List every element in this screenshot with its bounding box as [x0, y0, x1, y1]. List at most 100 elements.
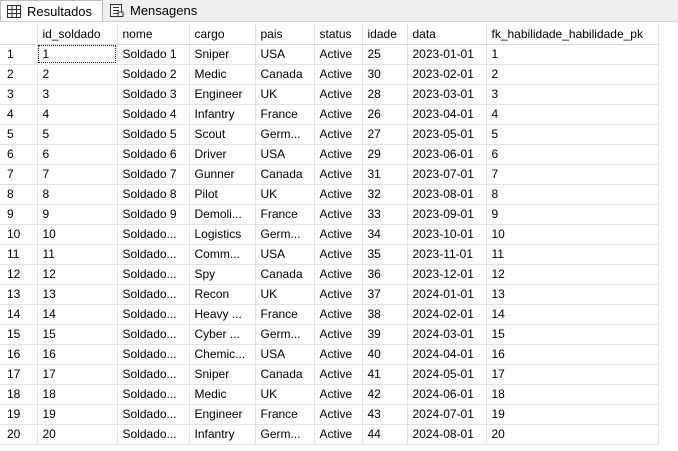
table-cell[interactable]: Canada — [255, 264, 315, 285]
table-cell[interactable]: 43 — [362, 404, 408, 425]
table-cell[interactable]: 40 — [362, 344, 408, 365]
table-cell[interactable]: 2 — [486, 64, 659, 85]
table-row[interactable]: 7 7 Soldado 7 Gunner Canada Active 31 2023-07-0… — [0, 164, 659, 185]
table-cell[interactable]: 3 — [486, 84, 659, 105]
table-cell[interactable]: 16 — [37, 344, 118, 365]
table-cell[interactable]: 10 — [486, 224, 659, 245]
table-cell[interactable]: Active — [314, 344, 363, 365]
table-cell[interactable]: 2024-04-01 — [407, 344, 487, 365]
table-cell[interactable]: 31 — [362, 164, 408, 185]
table-cell[interactable]: Heavy ... — [189, 304, 256, 325]
table-cell[interactable]: Soldado... — [117, 244, 190, 265]
table-row[interactable]: 10 10 Soldado... Logistics Germ... Active 34 20… — [0, 224, 659, 245]
table-row[interactable]: 14 14 Soldado... Heavy ... France Active 38 202… — [0, 304, 659, 325]
row-number[interactable]: 5 — [0, 124, 38, 145]
table-cell[interactable]: Soldado... — [117, 324, 190, 345]
table-cell[interactable]: Pilot — [189, 184, 256, 205]
table-row[interactable]: 15 15 Soldado... Cyber ... Germ... Active 39 20… — [0, 324, 659, 345]
row-number[interactable]: 9 — [0, 204, 38, 225]
table-cell[interactable]: 6 — [37, 144, 118, 165]
table-cell[interactable]: Infantry — [189, 424, 256, 445]
table-cell[interactable]: USA — [255, 344, 315, 365]
table-cell[interactable]: Soldado 9 — [117, 204, 190, 225]
table-cell[interactable]: Soldado... — [117, 364, 190, 385]
table-row[interactable]: 8 8 Soldado 8 Pilot UK Active 32 2023-08-01 8 — [0, 184, 659, 205]
table-cell[interactable]: Soldado 1 — [117, 44, 190, 65]
table-cell[interactable]: 25 — [362, 44, 408, 65]
table-cell[interactable]: Medic — [189, 384, 256, 405]
table-cell[interactable]: 33 — [362, 204, 408, 225]
table-cell[interactable]: 2023-06-01 — [407, 144, 487, 165]
table-cell[interactable]: 19 — [37, 404, 118, 425]
column-header-6[interactable]: data — [407, 24, 487, 45]
column-header-4[interactable]: status — [314, 24, 363, 45]
table-cell[interactable]: Active — [314, 384, 363, 405]
table-cell[interactable]: 5 — [486, 124, 659, 145]
table-row[interactable]: 9 9 Soldado 9 Demoli... France Active 33 2023-0… — [0, 204, 659, 225]
column-header-1[interactable]: nome — [117, 24, 190, 45]
table-cell[interactable]: 41 — [362, 364, 408, 385]
table-cell[interactable]: 26 — [362, 104, 408, 125]
table-cell[interactable]: Soldado 7 — [117, 164, 190, 185]
table-row[interactable]: 12 12 Soldado... Spy Canada Active 36 2023-12-0… — [0, 264, 659, 285]
table-cell[interactable]: 4 — [486, 104, 659, 125]
row-number[interactable]: 19 — [0, 404, 38, 425]
table-cell[interactable]: France — [255, 304, 315, 325]
table-cell[interactable]: Chemic... — [189, 344, 256, 365]
table-cell[interactable]: Infantry — [189, 104, 256, 125]
table-cell[interactable]: Comm... — [189, 244, 256, 265]
table-cell[interactable]: Soldado... — [117, 384, 190, 405]
table-cell[interactable]: 2024-03-01 — [407, 324, 487, 345]
table-cell[interactable]: 12 — [37, 264, 118, 285]
table-cell[interactable]: 2023-10-01 — [407, 224, 487, 245]
table-cell[interactable]: Germ... — [255, 424, 315, 445]
table-row[interactable]: 17 17 Soldado... Sniper Canada Active 41 2024-0… — [0, 364, 659, 385]
table-cell[interactable]: Active — [314, 64, 363, 85]
table-cell[interactable]: Germ... — [255, 324, 315, 345]
table-cell[interactable]: 11 — [37, 244, 118, 265]
column-header-5[interactable]: idade — [362, 24, 408, 45]
table-cell[interactable]: 2023-04-01 — [407, 104, 487, 125]
column-header-0[interactable]: id_soldado — [37, 24, 118, 45]
table-cell[interactable]: 15 — [37, 324, 118, 345]
table-cell[interactable]: Soldado 6 — [117, 144, 190, 165]
column-header-2[interactable]: cargo — [189, 24, 256, 45]
row-number[interactable]: 2 — [0, 64, 38, 85]
row-number[interactable]: 6 — [0, 144, 38, 165]
row-number[interactable]: 4 — [0, 104, 38, 125]
table-cell[interactable]: 15 — [486, 324, 659, 345]
table-cell[interactable]: 32 — [362, 184, 408, 205]
table-cell[interactable]: UK — [255, 284, 315, 305]
corner-header[interactable] — [0, 24, 38, 45]
table-cell[interactable]: Germ... — [255, 124, 315, 145]
table-cell[interactable]: Active — [314, 244, 363, 265]
table-cell[interactable]: 35 — [362, 244, 408, 265]
table-cell[interactable]: Demoli... — [189, 204, 256, 225]
table-cell[interactable]: 2023-03-01 — [407, 84, 487, 105]
row-number[interactable]: 10 — [0, 224, 38, 245]
row-number[interactable]: 20 — [0, 424, 38, 445]
table-cell[interactable]: 1 — [37, 44, 118, 65]
table-cell[interactable]: 2023-05-01 — [407, 124, 487, 145]
table-cell[interactable]: Active — [314, 84, 363, 105]
table-cell[interactable]: 20 — [486, 424, 659, 445]
table-cell[interactable]: Active — [314, 264, 363, 285]
row-number[interactable]: 13 — [0, 284, 38, 305]
table-cell[interactable]: Soldado 5 — [117, 124, 190, 145]
table-cell[interactable]: France — [255, 204, 315, 225]
table-cell[interactable]: 2023-07-01 — [407, 164, 487, 185]
table-cell[interactable]: Soldado... — [117, 224, 190, 245]
table-cell[interactable]: 2023-11-01 — [407, 244, 487, 265]
table-cell[interactable]: USA — [255, 144, 315, 165]
table-cell[interactable]: Active — [314, 404, 363, 425]
table-cell[interactable]: 38 — [362, 304, 408, 325]
table-cell[interactable]: France — [255, 104, 315, 125]
table-cell[interactable]: Canada — [255, 64, 315, 85]
table-cell[interactable]: Germ... — [255, 224, 315, 245]
row-number[interactable]: 14 — [0, 304, 38, 325]
table-cell[interactable]: 2024-05-01 — [407, 364, 487, 385]
table-cell[interactable]: UK — [255, 384, 315, 405]
table-row[interactable]: 6 6 Soldado 6 Driver USA Active 29 2023-06-01 6 — [0, 144, 659, 165]
table-cell[interactable]: 2023-01-01 — [407, 44, 487, 65]
table-cell[interactable]: Engineer — [189, 84, 256, 105]
